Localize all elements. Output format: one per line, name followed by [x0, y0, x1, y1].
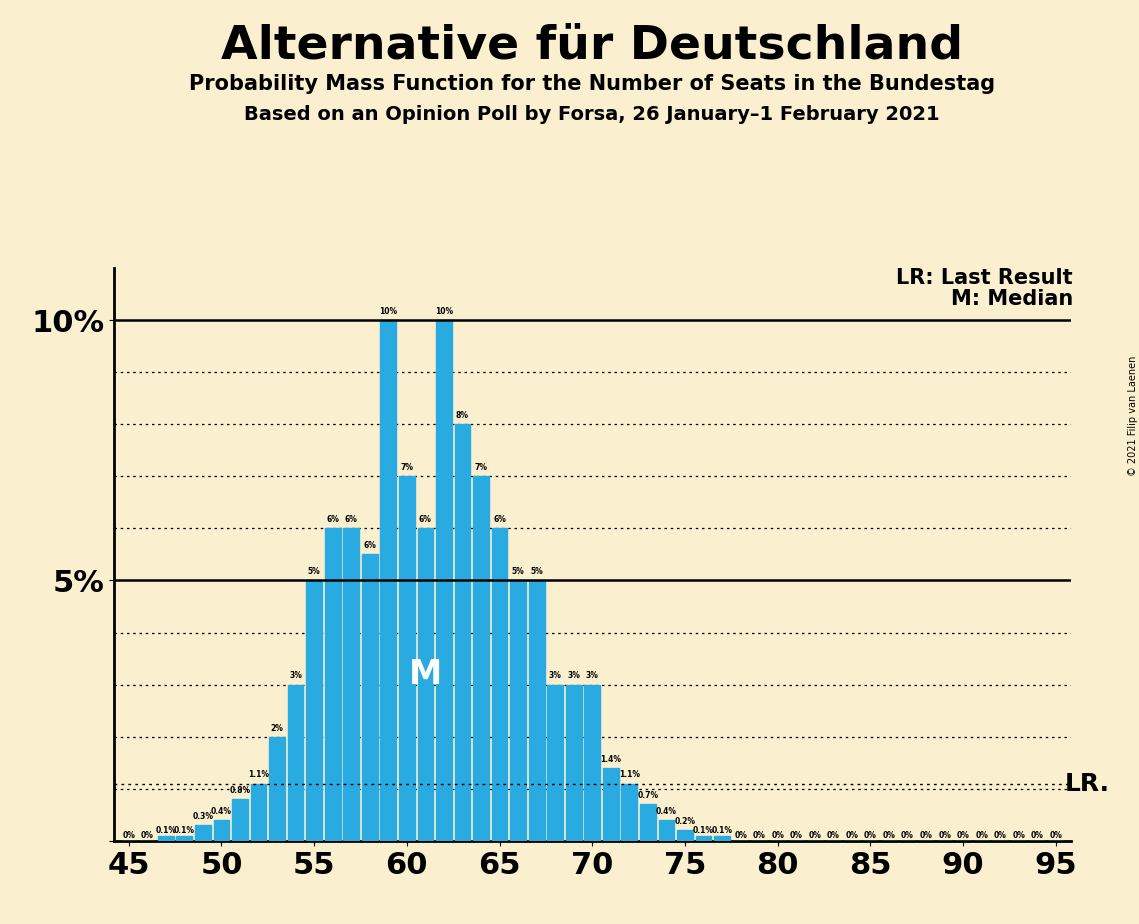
Text: 0.4%: 0.4%: [211, 807, 232, 816]
Bar: [603, 768, 618, 841]
Bar: [492, 529, 508, 841]
Bar: [454, 424, 470, 841]
Bar: [622, 784, 637, 841]
Text: 0%: 0%: [919, 831, 933, 840]
Text: LR.: LR.: [1065, 772, 1111, 796]
Text: 5%: 5%: [511, 567, 524, 577]
Bar: [714, 835, 730, 841]
Bar: [232, 799, 248, 841]
Text: 10%: 10%: [435, 307, 453, 316]
Text: 0.1%: 0.1%: [155, 826, 177, 835]
Text: 3%: 3%: [585, 672, 599, 680]
Text: 6%: 6%: [345, 516, 358, 524]
Bar: [177, 835, 192, 841]
Text: 0%: 0%: [771, 831, 784, 840]
Text: 0.8%: 0.8%: [229, 786, 251, 795]
Text: 0%: 0%: [141, 831, 154, 840]
Text: 0%: 0%: [865, 831, 877, 840]
Text: 7%: 7%: [475, 463, 487, 472]
Text: 0%: 0%: [975, 831, 989, 840]
Bar: [158, 835, 174, 841]
Text: 6%: 6%: [326, 516, 339, 524]
Text: 0%: 0%: [901, 831, 913, 840]
Text: 10%: 10%: [379, 307, 398, 316]
Text: 3%: 3%: [549, 672, 562, 680]
Text: 0%: 0%: [827, 831, 839, 840]
Bar: [640, 805, 656, 841]
Text: 0%: 0%: [122, 831, 136, 840]
Text: 5%: 5%: [308, 567, 320, 577]
Text: 3%: 3%: [289, 672, 302, 680]
Bar: [380, 320, 396, 841]
Text: 0.1%: 0.1%: [693, 826, 714, 835]
Bar: [325, 529, 341, 841]
Text: 0%: 0%: [883, 831, 895, 840]
Text: 0%: 0%: [957, 831, 969, 840]
Bar: [214, 820, 229, 841]
Text: LR: Last Result: LR: Last Result: [896, 269, 1073, 288]
Bar: [195, 825, 211, 841]
Text: 0%: 0%: [845, 831, 859, 840]
Text: 1.1%: 1.1%: [248, 771, 269, 779]
Text: M: Median: M: Median: [951, 289, 1073, 309]
Text: 0%: 0%: [735, 831, 747, 840]
Text: M: M: [409, 658, 442, 690]
Text: 6%: 6%: [363, 541, 376, 550]
Bar: [528, 580, 544, 841]
Bar: [306, 580, 322, 841]
Bar: [658, 820, 674, 841]
Text: 0.2%: 0.2%: [674, 817, 696, 826]
Text: 1.4%: 1.4%: [600, 755, 621, 764]
Text: 0%: 0%: [753, 831, 765, 840]
Bar: [584, 685, 600, 841]
Bar: [362, 554, 378, 841]
Bar: [566, 685, 582, 841]
Text: 3%: 3%: [567, 672, 580, 680]
Text: Based on an Opinion Poll by Forsa, 26 January–1 February 2021: Based on an Opinion Poll by Forsa, 26 Ja…: [245, 105, 940, 125]
Bar: [677, 831, 693, 841]
Text: 0%: 0%: [809, 831, 821, 840]
Bar: [251, 784, 267, 841]
Text: 0%: 0%: [1049, 831, 1063, 840]
Text: 0%: 0%: [993, 831, 1007, 840]
Text: 8%: 8%: [456, 411, 469, 420]
Text: 0.7%: 0.7%: [638, 791, 658, 800]
Bar: [548, 685, 563, 841]
Bar: [418, 529, 433, 841]
Text: 0%: 0%: [789, 831, 803, 840]
Text: 0.4%: 0.4%: [656, 807, 677, 816]
Text: 0.1%: 0.1%: [174, 826, 195, 835]
Text: 2%: 2%: [271, 723, 284, 733]
Bar: [510, 580, 526, 841]
Bar: [343, 529, 359, 841]
Text: 0%: 0%: [939, 831, 951, 840]
Text: 6%: 6%: [493, 516, 506, 524]
Bar: [269, 736, 285, 841]
Bar: [473, 476, 489, 841]
Text: 0.3%: 0.3%: [192, 812, 213, 821]
Text: 0.1%: 0.1%: [712, 826, 732, 835]
Text: 6%: 6%: [419, 516, 432, 524]
Text: 0%: 0%: [1031, 831, 1043, 840]
Bar: [436, 320, 452, 841]
Text: 5%: 5%: [531, 567, 543, 577]
Bar: [696, 835, 712, 841]
Text: 7%: 7%: [401, 463, 413, 472]
Text: 0%: 0%: [1013, 831, 1025, 840]
Text: Probability Mass Function for the Number of Seats in the Bundestag: Probability Mass Function for the Number…: [189, 74, 995, 94]
Bar: [288, 685, 303, 841]
Text: Alternative für Deutschland: Alternative für Deutschland: [221, 23, 964, 68]
Text: 1.1%: 1.1%: [618, 771, 640, 779]
Text: © 2021 Filip van Laenen: © 2021 Filip van Laenen: [1129, 356, 1138, 476]
Bar: [399, 476, 415, 841]
